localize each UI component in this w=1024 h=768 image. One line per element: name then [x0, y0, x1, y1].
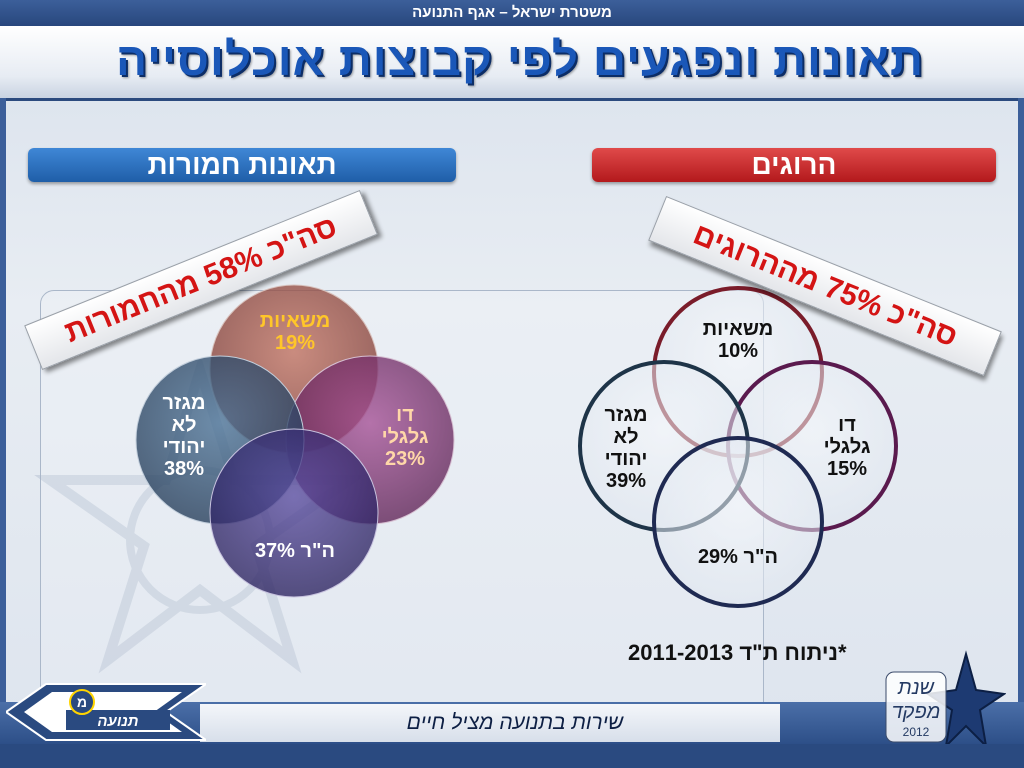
left-trucks-label: משאיות 19%	[259, 310, 331, 354]
footer-slogan: שירות בתנועה מציל חיים	[406, 711, 624, 734]
analysis-note: *ניתוח ת"ד 2011-2013	[628, 640, 847, 665]
svg-text:מ: מ	[77, 694, 87, 710]
traffic-police-logo-icon: מ תנועה	[6, 683, 206, 741]
right-pedestrians-label: ה"ר 29%	[697, 546, 779, 568]
right-non-jewish-sector-label: מגזר לא יהודי 39%	[604, 404, 648, 492]
right-two-wheelers-label: דו גלגלי 15%	[823, 414, 871, 480]
left-two-wheelers-label: דו גלגלי 23%	[381, 404, 429, 470]
left-non-jewish-sector-label: מגזר לא יהודי 38%	[162, 392, 206, 480]
title-bar: תאונות ונפגעים לפי קבוצות אוכלוסייה	[0, 26, 1024, 101]
left-edge	[0, 98, 6, 738]
severe-accidents-heading: תאונות חמורות	[28, 148, 456, 182]
commander-year-logo-icon: שנת מפקד 2012	[885, 650, 1006, 749]
right-edge	[1018, 98, 1024, 738]
left-pedestrians-label: ה"ר 37%	[254, 540, 336, 562]
footer-strip	[200, 704, 780, 742]
fatalities-heading: הרוגים	[592, 148, 996, 182]
svg-text:תנועה: תנועה	[97, 713, 138, 730]
right-circle-pedestrians	[652, 436, 824, 608]
page-title: תאונות ונפגעים לפי קבוצות אוכלוסייה	[115, 33, 924, 85]
svg-text:שנת: שנת	[897, 677, 936, 699]
bottom-edge	[0, 744, 1024, 768]
right-trucks-label: משאיות 10%	[702, 318, 774, 362]
organization-bar: משטרת ישראל – אגף התנועה	[0, 0, 1024, 26]
left-circle-pedestrians	[209, 428, 379, 598]
svg-text:מפקד: מפקד	[892, 701, 941, 723]
svg-text:2012: 2012	[903, 725, 930, 739]
